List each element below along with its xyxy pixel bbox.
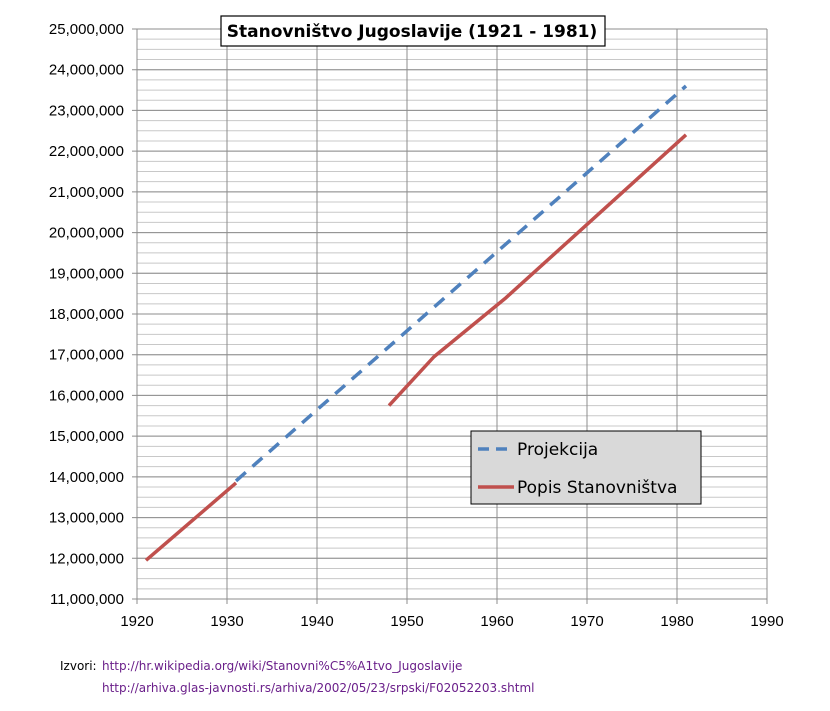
y-tick-label: 17,000,000	[49, 347, 124, 364]
y-tick-labels: 11,000,000 12,000,000 13,000,000 14,000,000…	[49, 21, 124, 608]
x-tick-label: 1940	[300, 613, 333, 630]
x-tick-label: 1930	[210, 613, 243, 630]
y-tick-label: 11,000,000	[50, 591, 124, 608]
y-tick-label: 15,000,000	[49, 428, 124, 445]
x-tick-labels: 1920 1930 1940 1950 1960 1970 1980 1990	[120, 613, 783, 630]
sources-label: Izvori:	[60, 659, 97, 673]
series-line	[144, 481, 238, 562]
source-link-1[interactable]: http://hr.wikipedia.org/wiki/Stanovni%C5…	[102, 659, 463, 673]
legend: Projekcija Popis Stanovništva	[470, 430, 702, 505]
sources: Izvori: http://hr.wikipedia.org/wiki/Stan…	[60, 655, 535, 699]
y-tick-label: 16,000,000	[49, 387, 124, 404]
y-tick-label: 18,000,000	[49, 306, 124, 323]
series-lines	[144, 84, 688, 562]
series-line	[234, 84, 688, 483]
series-line	[387, 133, 688, 407]
axes	[136, 29, 767, 600]
y-tick-label: 23,000,000	[49, 102, 124, 119]
legend-box	[470, 430, 702, 505]
y-tick-label: 22,000,000	[49, 143, 124, 160]
chart-title-box: Stanovništvo Jugoslavije (1921 - 1981)	[220, 15, 606, 47]
chart-title: Stanovništvo Jugoslavije (1921 - 1981)	[227, 22, 598, 42]
x-tick-label: 1980	[660, 613, 693, 630]
major-gridlines	[132, 28, 768, 604]
y-tick-label: 14,000,000	[49, 469, 124, 486]
y-tick-label: 21,000,000	[49, 184, 124, 201]
line-chart: 1920 1930 1940 1950 1960 1970 1980 1990 11,000,…	[49, 15, 784, 630]
y-tick-label: 12,000,000	[49, 550, 124, 567]
y-tick-label: 13,000,000	[49, 510, 124, 527]
x-tick-label: 1990	[750, 613, 783, 630]
y-tick-label: 20,000,000	[49, 225, 124, 242]
y-tick-label: 19,000,000	[49, 265, 124, 282]
source-link-2[interactable]: http://arhiva.glas-javnosti.rs/arhiva/20…	[102, 681, 535, 695]
legend-entry: Popis Stanovništva	[517, 478, 677, 498]
x-tick-label: 1970	[570, 613, 603, 630]
legend-entry: Projekcija	[517, 440, 598, 460]
x-tick-label: 1950	[390, 613, 423, 630]
x-tick-label: 1920	[120, 613, 153, 630]
x-tick-label: 1960	[480, 613, 513, 630]
y-tick-label: 24,000,000	[49, 62, 124, 79]
y-tick-label: 25,000,000	[49, 21, 124, 38]
